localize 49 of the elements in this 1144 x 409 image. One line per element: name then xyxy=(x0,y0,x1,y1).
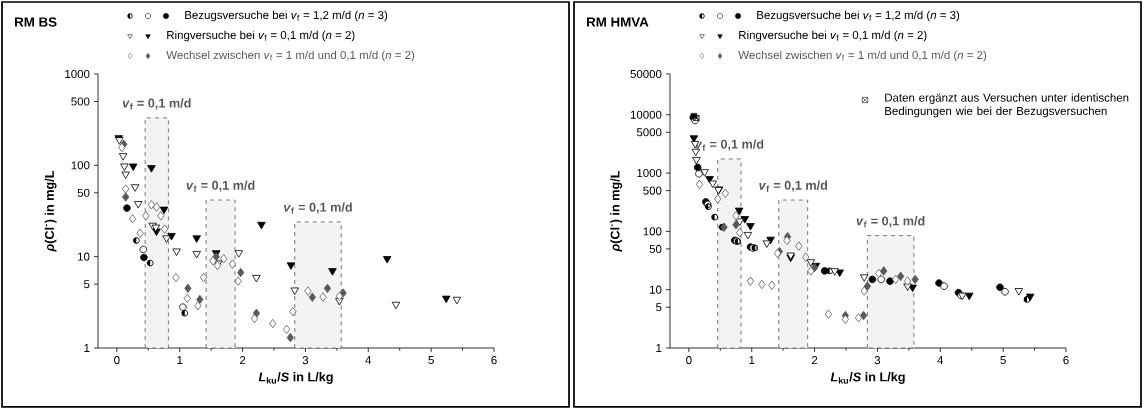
legend-label: Bezugsversuche bei v$_{f}$ = 1,2 m/d (n = 3) xyxy=(757,10,960,22)
x-tick-label: 3 xyxy=(874,356,881,365)
y-axis-title: ρ(Cl$^{-}$) in mg/L xyxy=(610,170,623,252)
y-axis-title: ρ(Cl$^{-}$) in mg/L xyxy=(44,170,57,252)
x-axis-title: L$_{ku}$/S in L/kg xyxy=(258,372,333,384)
y-tick-label: 1 xyxy=(84,344,90,352)
x-tick-label: 4 xyxy=(365,356,372,364)
x-axis-title: L$_{ku}$/S in L/kg xyxy=(830,372,905,384)
y-tick-label: 1 xyxy=(656,344,662,352)
x-tick-label: 5 xyxy=(428,356,434,365)
x-tick-label: 4 xyxy=(937,356,944,364)
y-tick-label: 5 xyxy=(656,303,662,312)
x-tick-label: 1 xyxy=(749,356,755,364)
y-tick-label: 50 xyxy=(77,188,90,197)
band-label: v$_{f}$ = 0,1 m/d xyxy=(122,98,191,110)
band-label: v$_{f}$ = 0,1 m/d xyxy=(186,180,255,192)
band-label: v$_{f}$ = 0,1 m/d xyxy=(284,202,352,214)
legend-label: Ringversuche bei v$_{f}$ = 0,1 m/d (n = 2) xyxy=(739,30,927,42)
x-tick-label: 6 xyxy=(491,356,497,365)
x-tick-label: 6 xyxy=(1063,356,1069,365)
y-tick-label: 5000 xyxy=(636,128,662,137)
x-tick-label: 2 xyxy=(239,356,246,365)
legend-label: Wechsel zwischen v$_{f}$ = 1 m/d und 0,1 m/d (n = 2) xyxy=(166,50,415,62)
x-tick-label: 1 xyxy=(177,356,183,364)
y-tick-label: 1000 xyxy=(637,169,662,178)
legend-label: Ringversuche bei v$_{f}$ = 0,1 m/d (n = 2) xyxy=(167,30,355,42)
y-tick-label: 1000 xyxy=(65,69,90,79)
chart-title: RM HMVA xyxy=(587,17,649,27)
y-tick-label: 100 xyxy=(71,161,90,170)
y-tick-label: 10 xyxy=(78,252,90,261)
x-tick-label: 3 xyxy=(302,356,309,365)
y-tick-label: 50000 xyxy=(630,69,662,79)
band-label: v$_{f}$ = 0,1 m/d xyxy=(759,180,828,192)
y-tick-label: 100 xyxy=(643,227,662,236)
chart-title: RM BS xyxy=(15,17,57,27)
y-tick-label: 5 xyxy=(84,280,90,289)
y-tick-label: 50 xyxy=(649,244,662,253)
y-tick-label: 500 xyxy=(71,97,90,106)
y-tick-label: 10 xyxy=(650,285,662,294)
x-tick-label: 0 xyxy=(686,356,692,365)
legend-label: Bezugsversuche bei v$_{f}$ = 1,2 m/d (n = 3) xyxy=(185,10,388,22)
y-tick-label: 500 xyxy=(643,186,662,195)
x-tick-label: 2 xyxy=(811,356,818,365)
x-tick-label: 5 xyxy=(1000,356,1006,365)
legend-label: Wechsel zwischen v$_{f}$ = 1 m/d und 0,1 m/d (n = 2) xyxy=(738,50,987,62)
y-tick-label: 10000 xyxy=(630,110,662,119)
band-label: v$_{f}$ = 0,1 m/d xyxy=(856,216,925,228)
legend-label: Daten ergänzt aus Versuchen unter identischen Bedingungen wie bei der Bezugsversuchen xyxy=(885,93,1129,118)
x-tick-label: 0 xyxy=(114,356,120,365)
